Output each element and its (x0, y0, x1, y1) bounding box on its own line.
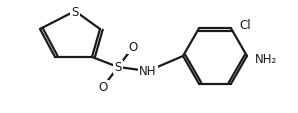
Text: NH₂: NH₂ (255, 53, 277, 66)
Text: NH: NH (139, 65, 157, 78)
Text: Cl: Cl (239, 19, 251, 32)
Text: S: S (71, 5, 79, 18)
Text: S: S (114, 61, 122, 74)
Text: O: O (128, 41, 138, 54)
Text: O: O (98, 81, 108, 94)
